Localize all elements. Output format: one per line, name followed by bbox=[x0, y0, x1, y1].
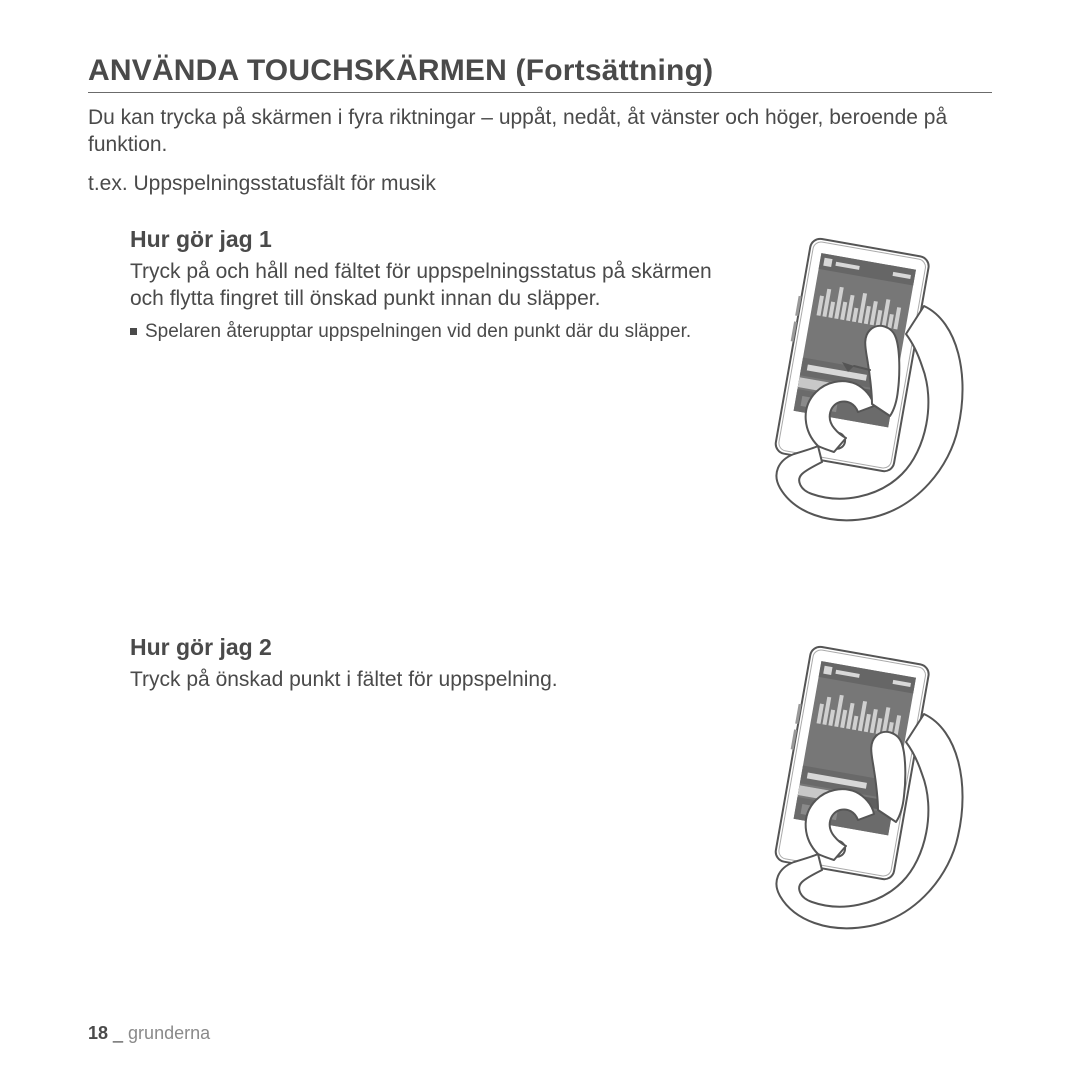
illustration-1 bbox=[712, 226, 992, 526]
intro-text: Du kan trycka på skärmen i fyra riktning… bbox=[88, 105, 992, 159]
illustration-2 bbox=[712, 634, 992, 934]
section-1-heading: Hur gör jag 1 bbox=[130, 226, 712, 253]
section-1-body: Tryck på och håll ned fältet för uppspel… bbox=[130, 259, 712, 313]
page-title: ANVÄNDA TOUCHSKÄRMEN (Fortsättning) bbox=[88, 54, 992, 88]
section-1: Hur gör jag 1 Tryck på och håll ned fält… bbox=[88, 226, 992, 526]
page-footer: 18 _ grunderna bbox=[88, 1023, 210, 1044]
section-2: Hur gör jag 2 Tryck på önskad punkt i fä… bbox=[88, 634, 992, 934]
page-number: 18 bbox=[88, 1023, 108, 1043]
footer-label: grunderna bbox=[128, 1023, 210, 1043]
section-2-heading: Hur gör jag 2 bbox=[130, 634, 712, 661]
bullet-icon bbox=[130, 328, 137, 335]
example-text: t.ex. Uppspelningsstatusfält för musik bbox=[88, 171, 992, 198]
section-1-bullet: Spelaren återupptar uppspelningen vid de… bbox=[145, 320, 691, 344]
footer-sep: _ bbox=[108, 1023, 128, 1043]
section-2-body: Tryck på önskad punkt i fältet för uppsp… bbox=[130, 667, 712, 694]
